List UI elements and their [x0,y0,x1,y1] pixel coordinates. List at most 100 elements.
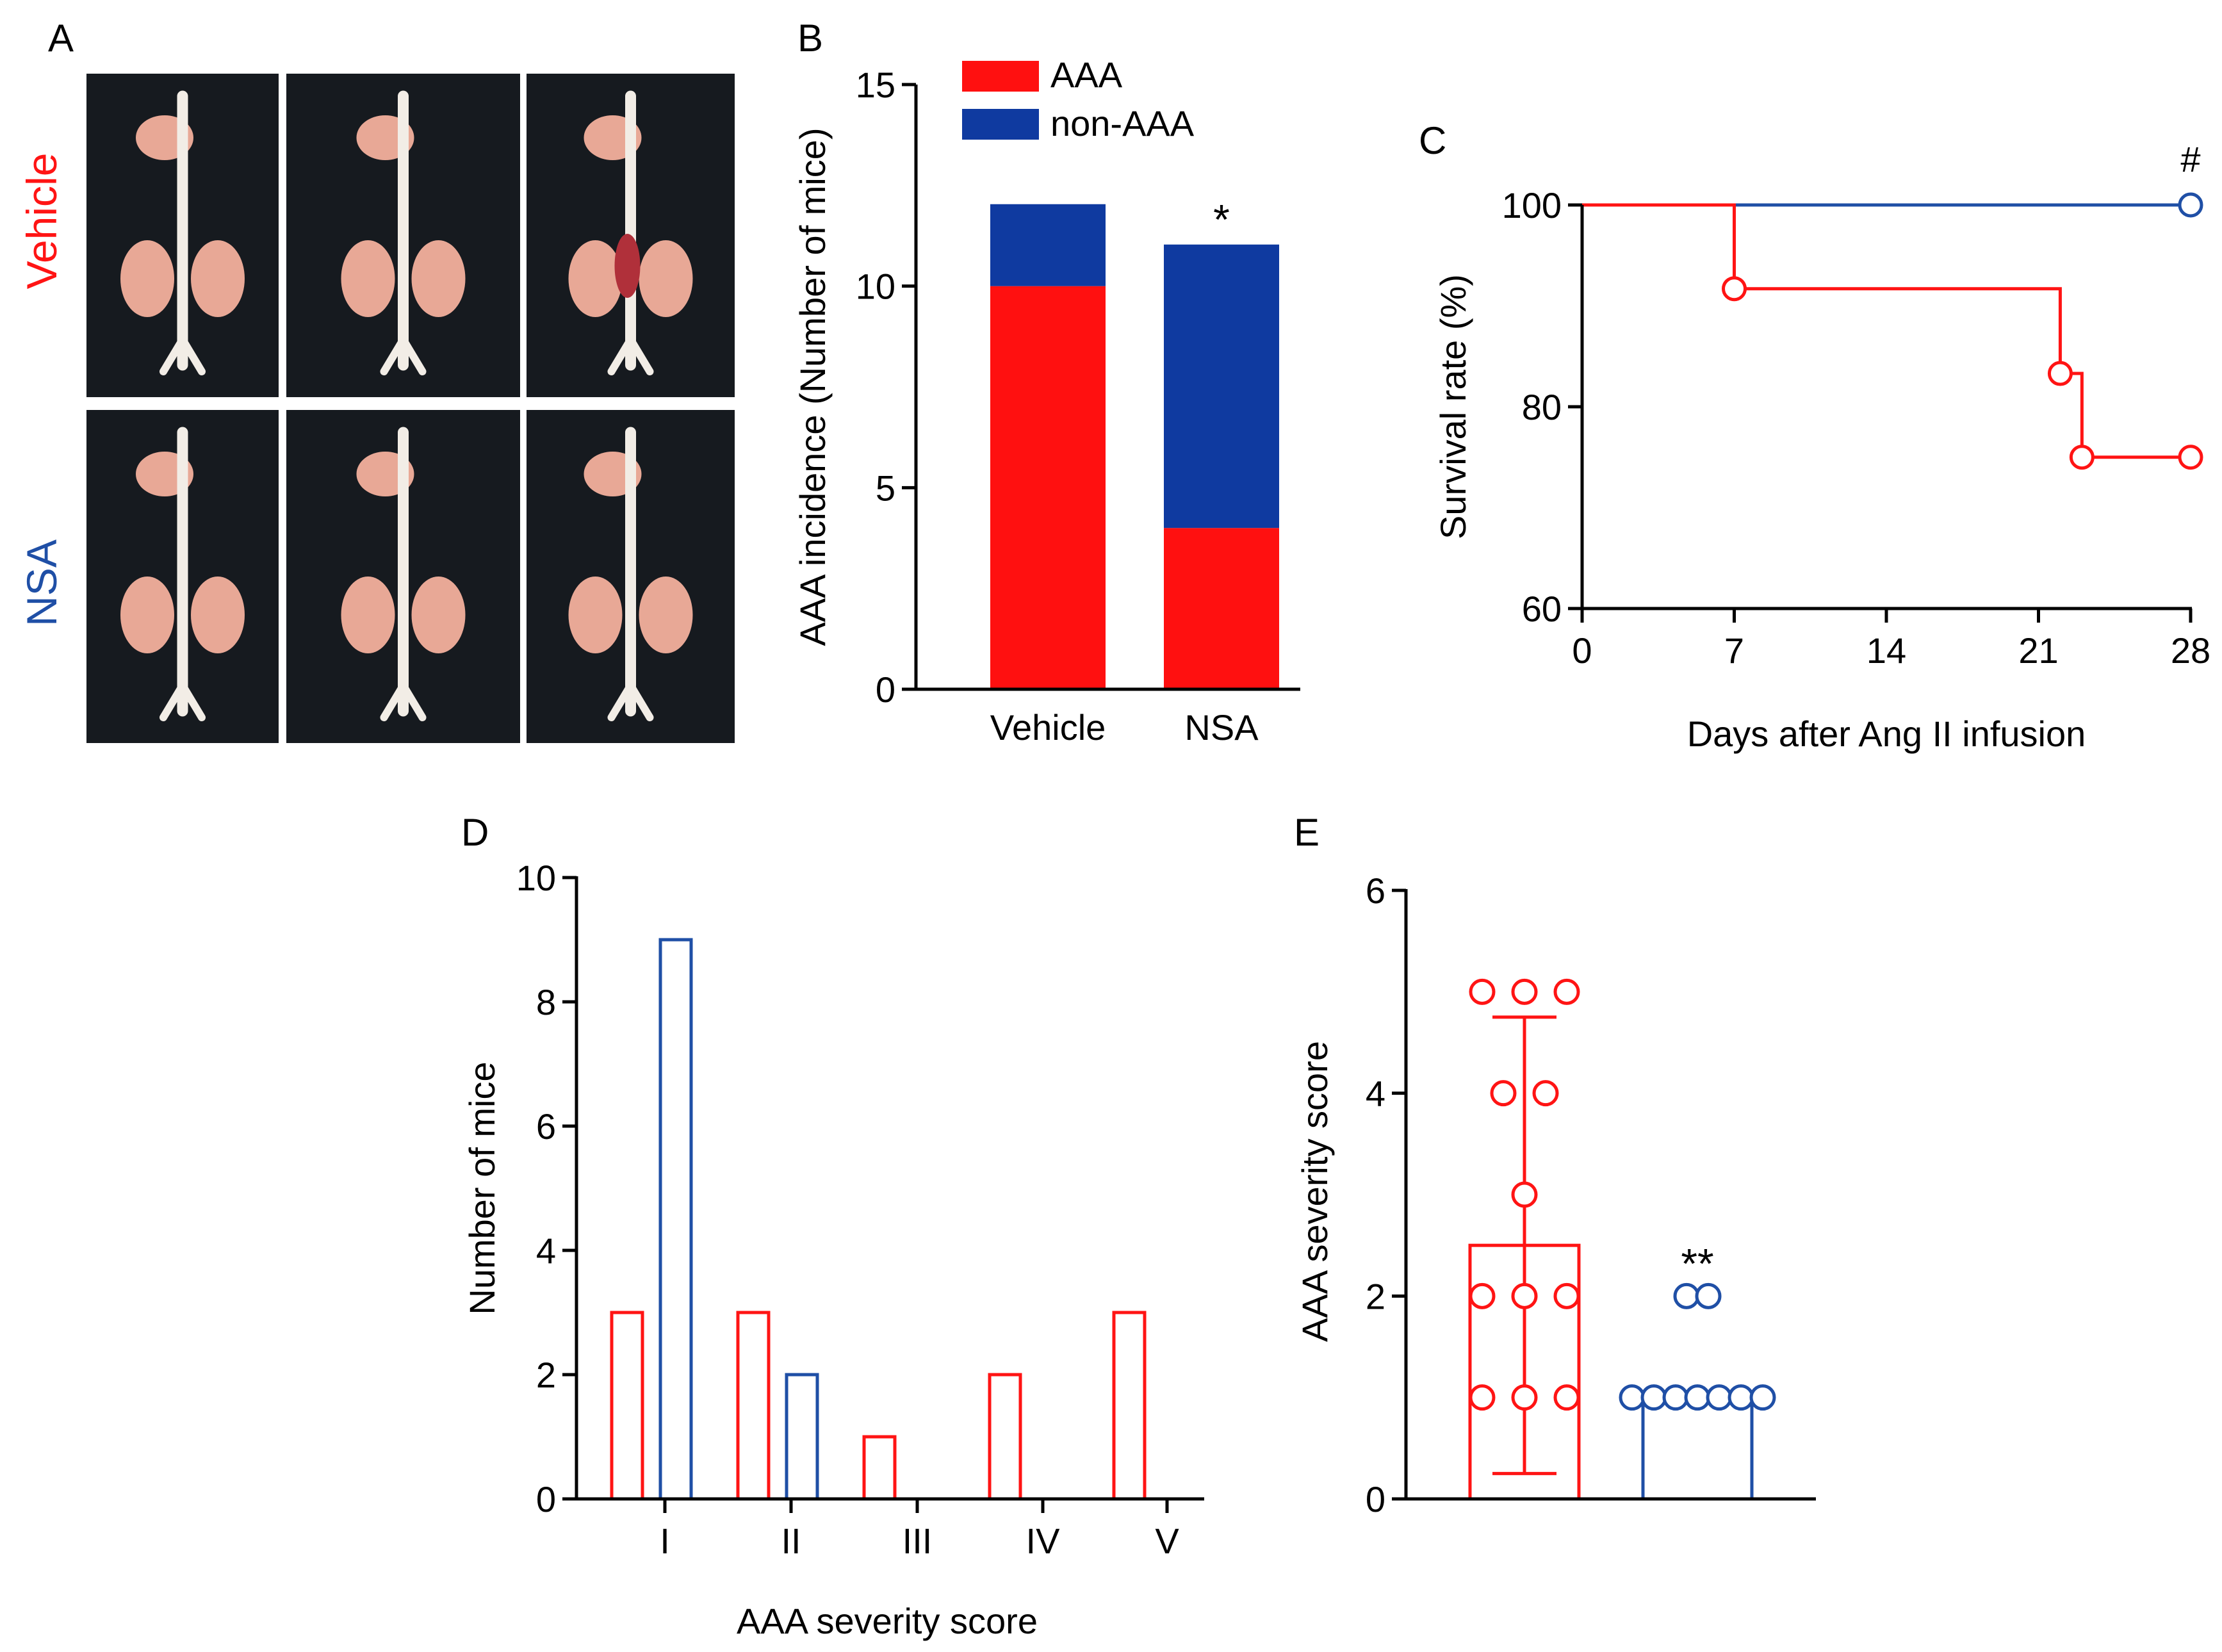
kidney-shape [639,240,693,317]
bar-vehicle-iii [862,1435,897,1501]
iliac-branch-shape [159,682,206,721]
y-axis-label: Survival rate (%) [1433,274,1473,539]
iliac-branch-shape [159,336,206,375]
data-point [1469,1282,1496,1309]
kidney-shape [639,577,693,653]
bar-non-aaa-nsa [1164,245,1279,528]
aorta-photo-nsa-1 [86,410,279,743]
x-tick-label: I [660,1521,670,1561]
data-point [1749,1384,1776,1411]
row-label-vehicle: Vehicle [18,153,65,290]
panel-b-stacked-bar-chart: 0 5 10 15 Vehicle NSA AAA incidence (Number … [792,54,1300,748]
iliac-branch-shape [607,682,654,721]
x-axis-label: AAA severity score [737,1601,1038,1641]
kidney-shape [120,577,174,653]
aorta-photo-vehicle-2 [286,74,520,397]
y-tick-label: 2 [536,1355,556,1395]
kidney-shape [411,577,466,653]
bar-vehicle-i [610,1311,644,1501]
group-nsa [1619,1282,1776,1501]
panel-label-e: E [1294,811,1319,854]
y-tick-label: 0 [536,1479,556,1519]
y-tick-label: 6 [1366,871,1385,911]
aorta-photo-nsa-2 [286,410,520,743]
data-point [1553,1384,1580,1411]
y-tick-label: 10 [516,858,556,898]
data-point [1695,1282,1722,1309]
marker-nsa [2178,192,2203,218]
data-point [1706,1384,1733,1411]
marker-vehicle [2047,361,2073,386]
kidney-shape [568,577,623,653]
y-axis-label: Number of mice [462,1061,502,1314]
legend-label-aaa: AAA [1050,54,1123,95]
y-tick-label: 6 [536,1106,556,1147]
data-point [1673,1282,1700,1309]
aneurysm-shape [614,234,641,298]
x-tick-label: III [903,1521,933,1561]
bar-non-aaa-vehicle [990,205,1106,286]
panel-e-scatter-plot: 0 2 4 6 AAA severity score ** [1295,871,1816,1519]
data-point [1469,978,1496,1005]
group-vehicle [1468,978,1581,1501]
y-tick-label: 4 [1366,1074,1385,1114]
iliac-branch-shape [380,336,427,375]
y-axis-label: AAA incidence (Number of mice) [792,127,833,646]
data-point [1490,1080,1517,1107]
data-point [1553,978,1580,1005]
x-tick-label: II [781,1521,801,1561]
y-tick-label: 60 [1522,589,1562,629]
y-tick-label: 100 [1502,185,1562,225]
iliac-branch-shape [607,336,654,375]
data-point [1511,1384,1538,1411]
y-tick-label: 10 [856,266,895,307]
panel-label-a: A [48,17,74,60]
marker-vehicle [2178,445,2203,470]
y-tick-label: 0 [876,669,895,710]
aorta-photo-vehicle-1 [86,74,279,397]
aorta-photo-nsa-3 [527,410,735,743]
panel-c-survival-chart: 60 80 100 0 7 14 21 28 Survival rate (%) Days … [1433,139,2210,754]
data-point [1511,1181,1538,1208]
data-point [1469,1384,1496,1411]
data-point [1511,1282,1538,1309]
legend-swatch-non-aaa [962,109,1039,140]
kidney-shape [568,240,623,317]
series-line-vehicle [1582,203,2191,459]
significance-marker: * [1213,196,1230,243]
data-point [1619,1384,1646,1411]
x-tick-label: 28 [2171,630,2210,671]
bar-vehicle-v [1112,1311,1147,1501]
panel-label-c: C [1419,119,1446,162]
x-tick-label: Vehicle [990,707,1106,748]
significance-marker: ** [1681,1239,1713,1287]
aorta-photo-vehicle-3 [527,74,735,397]
kidney-shape [191,577,245,653]
kidney-shape [411,240,466,317]
x-tick-label: V [1155,1521,1179,1561]
significance-marker: # [2180,139,2200,179]
bar-aaa-nsa [1164,528,1279,689]
x-axis-label: Days after Ang II infusion [1687,714,2086,754]
kidney-shape [341,577,395,653]
y-tick-label: 5 [876,468,895,508]
y-tick-label: 0 [1366,1479,1385,1519]
panel-label-d: D [461,811,489,854]
x-tick-label: 21 [2018,630,2058,671]
y-tick-label: 8 [536,982,556,1022]
bar-vehicle-iv [988,1373,1022,1501]
data-point [1553,1282,1580,1309]
bar-vehicle-ii [736,1311,771,1501]
bar-nsa-ii [785,1373,819,1501]
legend-label-non-aaa: non-AAA [1050,103,1195,143]
data-point [1662,1384,1689,1411]
y-tick-label: 80 [1522,387,1562,427]
panel-a-photo-grid: Vehicle NSA [18,74,735,743]
x-tick-label: IV [1026,1521,1061,1561]
mean-bar [1641,1396,1754,1501]
row-label-nsa: NSA [18,539,65,626]
y-tick-label: 4 [536,1231,556,1271]
data-point [1640,1384,1667,1411]
